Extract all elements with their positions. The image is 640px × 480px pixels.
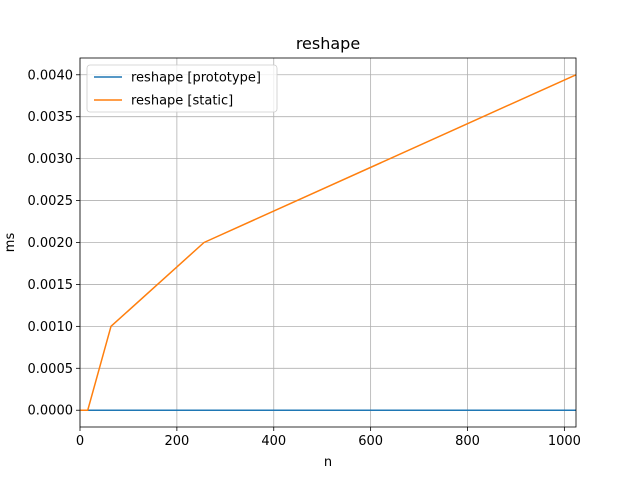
y-tick-label: 0.0040 [28,68,74,83]
y-tick-label: 0.0000 [28,404,74,419]
chart-title: reshape [296,34,360,53]
y-tick-label: 0.0020 [28,236,74,251]
y-tick-label: 0.0025 [28,194,74,209]
y-tick-label: 0.0005 [28,362,74,377]
legend-label: reshape [static] [131,94,233,109]
legend-label: reshape [prototype] [131,71,261,86]
y-tick-label: 0.0015 [28,278,74,293]
legend: reshape [prototype] reshape [static] [86,64,278,113]
x-tick-label: 800 [455,434,480,449]
x-tick-label: 600 [358,434,383,449]
series-layer [80,74,577,411]
series-line [80,74,577,411]
ticks: 0 200 400 600 800 1000 0.0000 0.0005 0.0010 0.001… [28,68,581,449]
legend-box [86,64,278,113]
x-tick-label: 200 [164,434,189,449]
grid [79,58,576,427]
y-axis-title: ms [3,233,18,253]
series-1 [80,74,577,411]
x-tick-label: 1000 [548,434,581,449]
y-tick-label: 0.0010 [28,320,74,335]
x-tick-label: 0 [76,434,84,449]
y-tick-label: 0.0035 [28,110,74,125]
y-tick-label: 0.0030 [28,152,74,167]
x-axis-title: n [324,455,332,470]
x-tick-label: 400 [261,434,286,449]
